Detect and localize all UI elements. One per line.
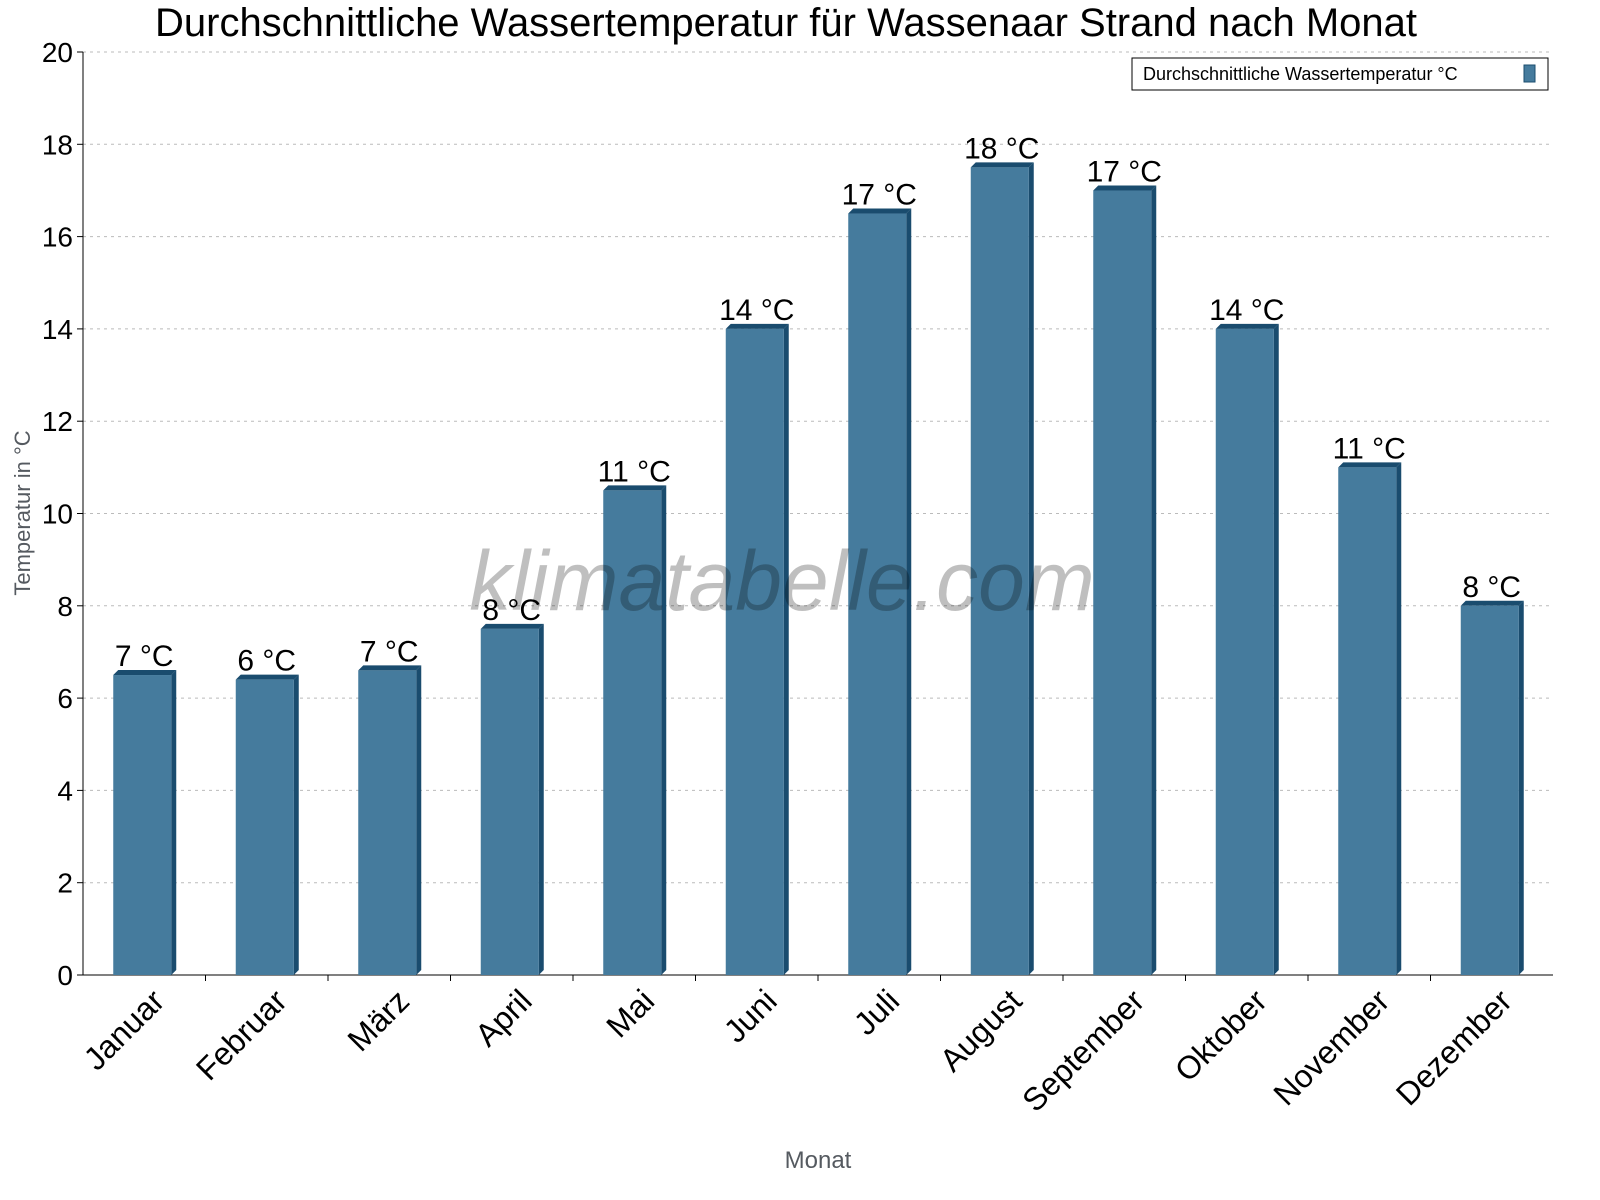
data-label: 14 °C [719,294,794,327]
y-tick-label: 14 [42,314,73,345]
x-tick-label: August [933,982,1029,1078]
bar [1338,467,1397,975]
x-tick-label: Mai [599,982,661,1044]
bar-top [358,665,422,671]
bar-top [603,485,667,491]
y-tick-label: 4 [57,775,73,806]
bar [1460,605,1519,975]
bar-dezember: 8 °C [1460,571,1524,975]
bar-side [1273,323,1279,975]
bar-side [1396,462,1402,976]
chart-title: Durchschnittliche Wassertemperatur für W… [155,1,1417,45]
bar-side [783,323,789,975]
x-tick-label: April [468,982,539,1053]
x-axis-label: Monat [785,1147,852,1174]
bar-side [293,674,299,975]
bar-top [970,162,1034,168]
data-label: 17 °C [842,179,917,212]
x-tick-label: Juni [717,982,784,1049]
bar-mai: 11 °C [598,455,671,975]
bar-side [661,485,667,975]
bar-april: 8 °C [480,594,544,975]
y-tick-label: 16 [42,222,73,253]
watermark: klimatabelle.com [469,534,1095,628]
legend-swatch [1523,64,1536,83]
x-tick-label: September [1015,982,1151,1118]
bar-top [113,670,177,676]
y-tick-label: 20 [42,37,73,68]
bar-top [235,674,299,680]
x-axis: Januar Februar März April Mai Juni Juli AugustS… [77,974,1553,1119]
x-tick-label: November [1266,982,1396,1112]
bar-side [1028,162,1034,975]
bar-top [848,208,912,214]
bar [480,628,539,975]
bar-februar: 6 °C [235,645,299,975]
bars: 7 °C 6 °C 7 °C 8 °C 11 °C 14 °C 17 °C 18 °C 17 °… [113,132,1524,976]
bar-top [725,323,789,329]
data-label: 6 °C [237,645,296,678]
legend: Durchschnittliche Wassertemperatur °C [1131,57,1549,91]
data-label: 11 °C [598,455,671,488]
legend-label: Durchschnittliche Wassertemperatur °C [1143,64,1458,84]
bar-juni: 14 °C [719,294,794,975]
gridlines [83,51,1553,884]
bar-side [1518,600,1524,975]
data-label: 18 °C [964,132,1039,165]
y-axis: 0 2 4 6 8 10 12 14 16 18 20 [42,37,84,991]
bar [358,670,417,975]
bar-side [538,623,544,975]
data-label: 7 °C [360,635,419,668]
y-tick-label: 12 [42,406,73,437]
bar [235,679,294,975]
y-tick-label: 10 [42,499,73,530]
bar-märz: 7 °C [358,635,422,975]
x-tick-label: März [340,982,416,1058]
x-tick-label: Dezember [1389,982,1519,1112]
bar-januar: 7 °C [113,640,177,975]
x-tick-label: Juli [847,982,906,1041]
y-tick-label: 2 [57,868,73,899]
x-tick-label: Januar [77,982,172,1077]
bar-top [1460,600,1524,606]
y-tick-label: 18 [42,129,73,160]
bar-oktober: 14 °C [1209,294,1284,975]
bar-september: 17 °C [1087,155,1162,975]
bar-november: 11 °C [1333,432,1406,976]
bar-side [1151,185,1157,975]
data-label: 14 °C [1209,294,1284,327]
bar [725,328,784,975]
bar-juli: 17 °C [842,179,917,975]
data-label: 8 °C [1462,571,1521,604]
bar-august: 18 °C [964,132,1039,975]
bar-top [1338,462,1402,468]
bar [113,675,172,975]
y-tick-label: 6 [57,683,73,714]
y-axis-label: Temperatur in °C [10,430,35,595]
data-label: 7 °C [115,640,174,673]
data-label: 8 °C [482,594,541,627]
bar-top [480,623,544,629]
bar [603,490,662,975]
bar-side [416,665,422,975]
x-tick-label: Oktober [1168,982,1274,1088]
bar-side [171,670,177,975]
bar-top [1215,323,1279,329]
y-tick-label: 0 [57,960,73,991]
bar [970,167,1029,975]
bar [848,213,907,975]
x-tick-label: Februar [189,982,294,1087]
bar [1093,190,1152,975]
bar-top [1093,185,1157,191]
data-label: 11 °C [1333,432,1406,465]
bar [1215,328,1274,975]
y-tick-label: 8 [57,591,73,622]
bar-side [906,208,912,975]
data-label: 17 °C [1087,155,1162,188]
